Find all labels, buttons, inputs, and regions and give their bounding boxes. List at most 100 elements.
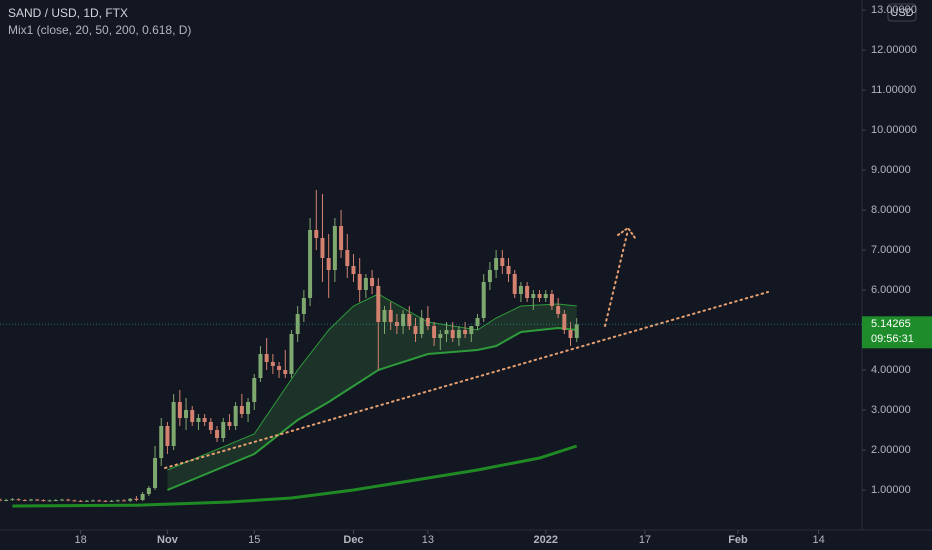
currency: USD [890,7,913,19]
candle-body [78,500,83,502]
candle-body [351,266,356,274]
candle-body [388,310,393,322]
candle-body [500,258,505,266]
candle-body [487,270,492,282]
y-tick-label: 8.00000 [871,204,911,216]
currency-badge[interactable] [887,3,917,22]
candle-body [177,402,182,418]
candle-body [332,226,337,270]
candle-body [41,500,46,501]
candle-body [4,500,9,501]
x-tick-label: Feb [728,534,748,546]
candle-body [289,334,294,374]
candle-body [171,402,176,446]
candle-body [165,426,170,446]
candle-body [531,294,536,298]
candle-body [506,266,511,274]
ma-line [167,293,577,471]
candle-body [233,406,238,426]
candle-body [60,499,65,501]
y-tick-label: 1.00000 [871,484,911,496]
candle-body [153,458,158,488]
candle-body [91,500,96,502]
candle-body [450,330,455,338]
candle-body [339,226,344,250]
y-tick-label: 9.00000 [871,164,911,176]
candle-body [258,354,263,378]
candle-body [215,430,220,438]
candle-body [134,498,139,500]
candle-body [556,306,561,314]
y-tick-label: 4.00000 [871,364,911,376]
candle-body [370,278,375,286]
candle-body [463,330,468,334]
projection-arrow [604,229,629,327]
x-tick-label: 13 [422,534,434,546]
candle-body [184,410,189,418]
y-tick-label: 3.00000 [871,404,911,416]
countdown: 09:56:31 [871,333,914,345]
candle-body [475,318,480,326]
candle-body [376,286,381,322]
candle-body [301,298,306,314]
y-tick-label: 11.00000 [871,84,916,96]
ma-line [167,326,577,491]
candle-body [246,402,251,414]
x-tick-label: 17 [639,534,651,546]
candle-body [239,406,244,414]
candle-body [314,230,319,238]
x-tick-label: 14 [812,534,824,546]
candle-body [10,499,15,501]
candle-body [221,422,226,438]
candle-body [320,238,325,258]
candle-body [252,378,257,402]
candle-body [494,258,499,270]
candle-body [568,330,573,338]
candle-body [190,410,195,422]
candle-body [543,294,548,298]
plot [0,190,579,508]
candle-body [0,499,2,501]
candle-body [562,314,567,330]
candle-body [444,330,449,334]
candle-body [128,498,133,501]
candle-body [196,418,201,422]
y-tick-label: 12.00000 [871,44,917,56]
ma-line [12,444,578,508]
x-tick-label: 2022 [533,534,557,546]
x-tick-label: Dec [343,534,363,546]
y-tick-label: 2.00000 [871,444,911,456]
candle-body [66,499,71,501]
candle-body [469,326,474,334]
candle-body [407,314,412,326]
candle-body [549,294,554,306]
candle-body [382,310,387,322]
candle-body [277,366,282,370]
chart-title: SAND / USD, 1D, FTX [8,6,128,20]
candle-body [72,500,77,502]
candle-body [115,500,120,502]
candle-body [425,318,430,326]
candle-body [525,286,530,298]
candle-body [345,250,350,266]
candle-body [363,278,368,290]
x-tick-label: Nov [157,534,179,546]
candle-body [53,500,58,501]
candle-body [438,334,443,338]
candle-body [146,488,151,494]
trend-line [164,291,769,469]
candle-body [401,314,406,326]
candle-body [481,282,486,318]
y-tick-label: 10.00000 [871,124,917,136]
candle-body [308,230,313,298]
indicator-label: Mix1 (close, 20, 50, 200, 0.618, D) [8,23,191,37]
last-price-label: 5.14265 [871,318,911,330]
candle-body [419,318,424,334]
candle-body [518,286,523,294]
candle-body [357,274,362,290]
candle-body [264,354,269,362]
candle-body [122,500,127,502]
candle-body [140,494,145,500]
candle-body [432,326,437,338]
